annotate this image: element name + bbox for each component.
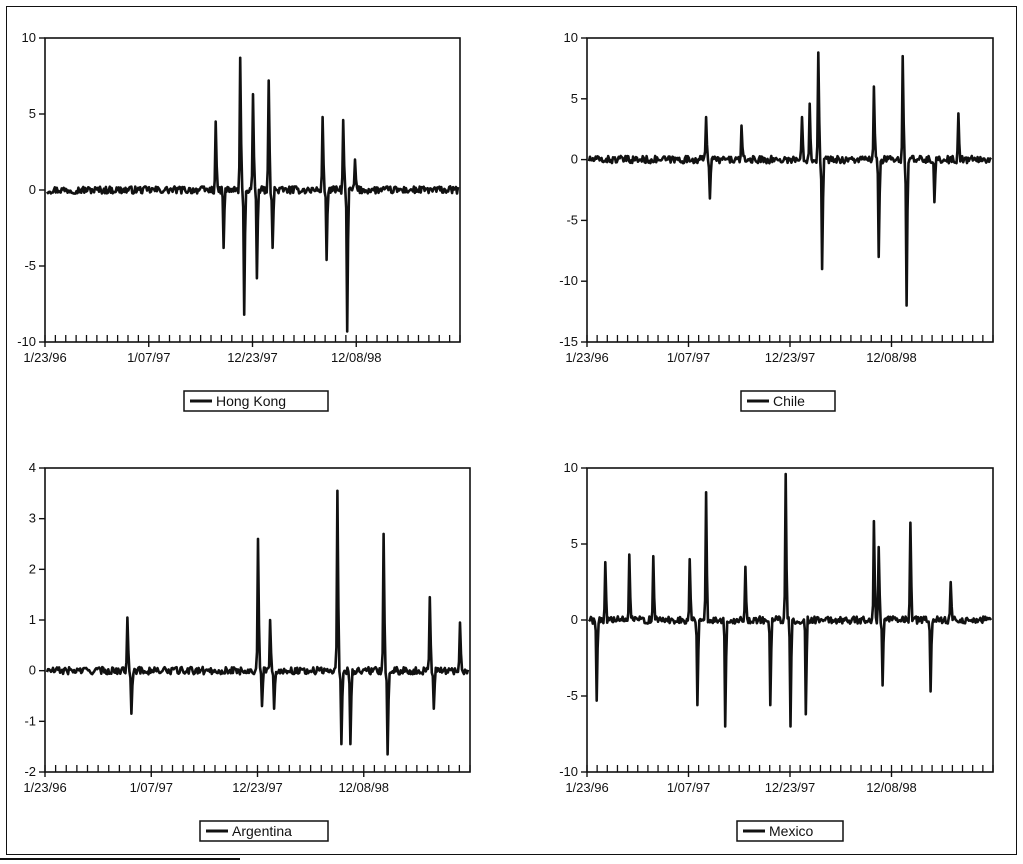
legend-label: Hong Kong xyxy=(216,393,286,409)
y-tick-label: 2 xyxy=(29,561,36,576)
y-tick-label: -5 xyxy=(24,258,36,273)
x-tick-label: 1/23/96 xyxy=(565,780,608,795)
y-tick-label: 10 xyxy=(22,30,36,45)
y-tick-label: 0 xyxy=(571,612,578,627)
y-tick-label: -5 xyxy=(566,212,578,227)
legend-label: Chile xyxy=(773,393,805,409)
y-tick-label: -1 xyxy=(24,713,36,728)
x-tick-label: 1/07/97 xyxy=(130,780,173,795)
x-tick-label: 1/23/96 xyxy=(23,350,66,365)
y-tick-label: 0 xyxy=(29,663,36,678)
chart-hong-kong: 10 5 0 -5 -101/23/96 1/07/97 12/23/97 12/08/98 H… xyxy=(17,30,461,412)
x-tick-label: 12/23/97 xyxy=(232,780,283,795)
y-tick-label: -15 xyxy=(559,334,578,349)
x-tick-label: 12/08/98 xyxy=(866,350,917,365)
figure-frame xyxy=(6,6,1017,855)
y-tick-label: -10 xyxy=(559,764,578,779)
y-tick-label: -10 xyxy=(559,273,578,288)
x-tick-label: 1/07/97 xyxy=(667,350,710,365)
y-tick-label: 10 xyxy=(564,30,578,45)
y-tick-label: 0 xyxy=(571,152,578,167)
x-tick-label: 12/08/98 xyxy=(338,780,389,795)
legend-box xyxy=(736,820,844,842)
x-tick-label: 12/23/97 xyxy=(227,350,278,365)
series-line-chile xyxy=(587,51,993,307)
bottom-rule xyxy=(0,858,240,860)
x-tick-label: 1/07/97 xyxy=(127,350,170,365)
chart-chile: 10 5 0 -5 -10 -151/23/96 1/07/97 12/23/97 12/08/… xyxy=(559,30,994,412)
series-line-hong-kong xyxy=(45,56,460,333)
x-tick-label: 1/07/97 xyxy=(667,780,710,795)
legend-box xyxy=(199,820,329,842)
series-line-argentina xyxy=(45,489,470,756)
x-tick-label: 12/23/97 xyxy=(765,350,816,365)
y-tick-label: -5 xyxy=(566,688,578,703)
y-tick-label: 4 xyxy=(29,460,36,475)
y-tick-label: 10 xyxy=(564,460,578,475)
y-tick-label: 0 xyxy=(29,182,36,197)
series-line-mexico xyxy=(587,472,993,728)
x-tick-label: 12/08/98 xyxy=(866,780,917,795)
y-tick-label: -2 xyxy=(24,764,36,779)
y-tick-label: 3 xyxy=(29,511,36,526)
chart-mexico: 10 5 0 -5 -101/23/96 1/07/97 12/23/97 12/08/98 M… xyxy=(559,460,994,842)
x-tick-label: 12/08/98 xyxy=(331,350,382,365)
chart-argentina: 4 3 2 1 0 -1 -21/23/96 1/07/97 12/23/97 12/08/98 A… xyxy=(23,460,471,842)
x-tick-label: 1/23/96 xyxy=(565,350,608,365)
plot-area xyxy=(586,37,994,343)
y-tick-label: 5 xyxy=(571,91,578,106)
y-tick-label: -10 xyxy=(17,334,36,349)
y-tick-label: 5 xyxy=(571,536,578,551)
legend-label: Argentina xyxy=(232,823,292,839)
x-tick-label: 1/23/96 xyxy=(23,780,66,795)
legend-label: Mexico xyxy=(769,823,814,839)
legend-box xyxy=(183,390,329,412)
y-tick-label: 1 xyxy=(29,612,36,627)
y-tick-label: 5 xyxy=(29,106,36,121)
legend-box xyxy=(740,390,836,412)
x-tick-label: 12/23/97 xyxy=(765,780,816,795)
